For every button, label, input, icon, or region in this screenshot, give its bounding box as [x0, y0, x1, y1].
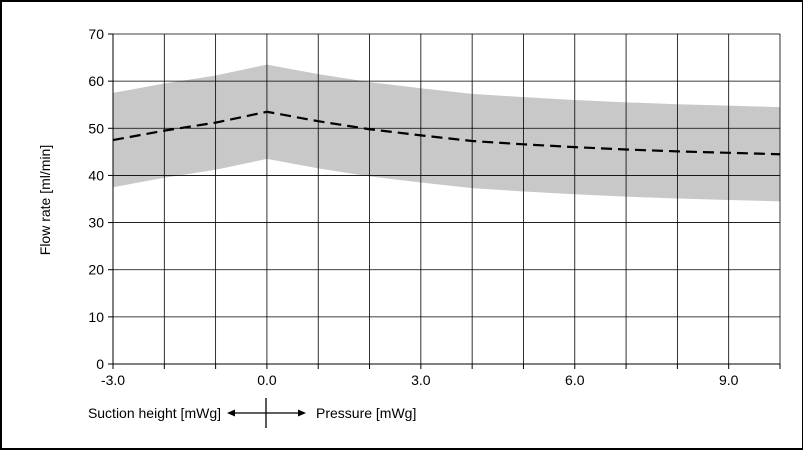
pressure-label: Pressure [mWg] — [316, 405, 416, 421]
y-tick-label: 30 — [88, 215, 104, 231]
axis-layer — [108, 33, 781, 369]
x-tick-label: 9.0 — [719, 372, 739, 388]
y-axis-label: Flow rate [ml/min] — [37, 145, 53, 255]
y-tick-label: 10 — [88, 309, 104, 325]
grid-layer — [112, 33, 781, 364]
x-tick-label: 0.0 — [257, 372, 277, 388]
y-tick-label: 70 — [88, 26, 104, 42]
right-arrowhead-icon — [298, 409, 306, 417]
x-tick-label: 6.0 — [565, 372, 585, 388]
y-tick-label: 20 — [88, 262, 104, 278]
x-tick-label: -3.0 — [101, 372, 125, 388]
direction-arrow-indicator — [227, 398, 306, 428]
y-tick-label: 40 — [88, 167, 104, 183]
y-tick-label: 0 — [96, 356, 104, 372]
flow-rate-series-line — [112, 110, 781, 156]
left-arrowhead-icon — [227, 409, 235, 417]
x-tick-label: 3.0 — [411, 372, 431, 388]
series-layer — [112, 110, 781, 156]
y-tick-label: 60 — [88, 73, 104, 89]
label-layer: Flow rate [ml/min] Suction height [mWg] … — [37, 26, 739, 421]
y-tick-label: 50 — [88, 120, 104, 136]
suction-height-label: Suction height [mWg] — [88, 405, 221, 421]
tolerance-band — [113, 64, 780, 202]
tolerance-band-layer — [113, 64, 780, 202]
